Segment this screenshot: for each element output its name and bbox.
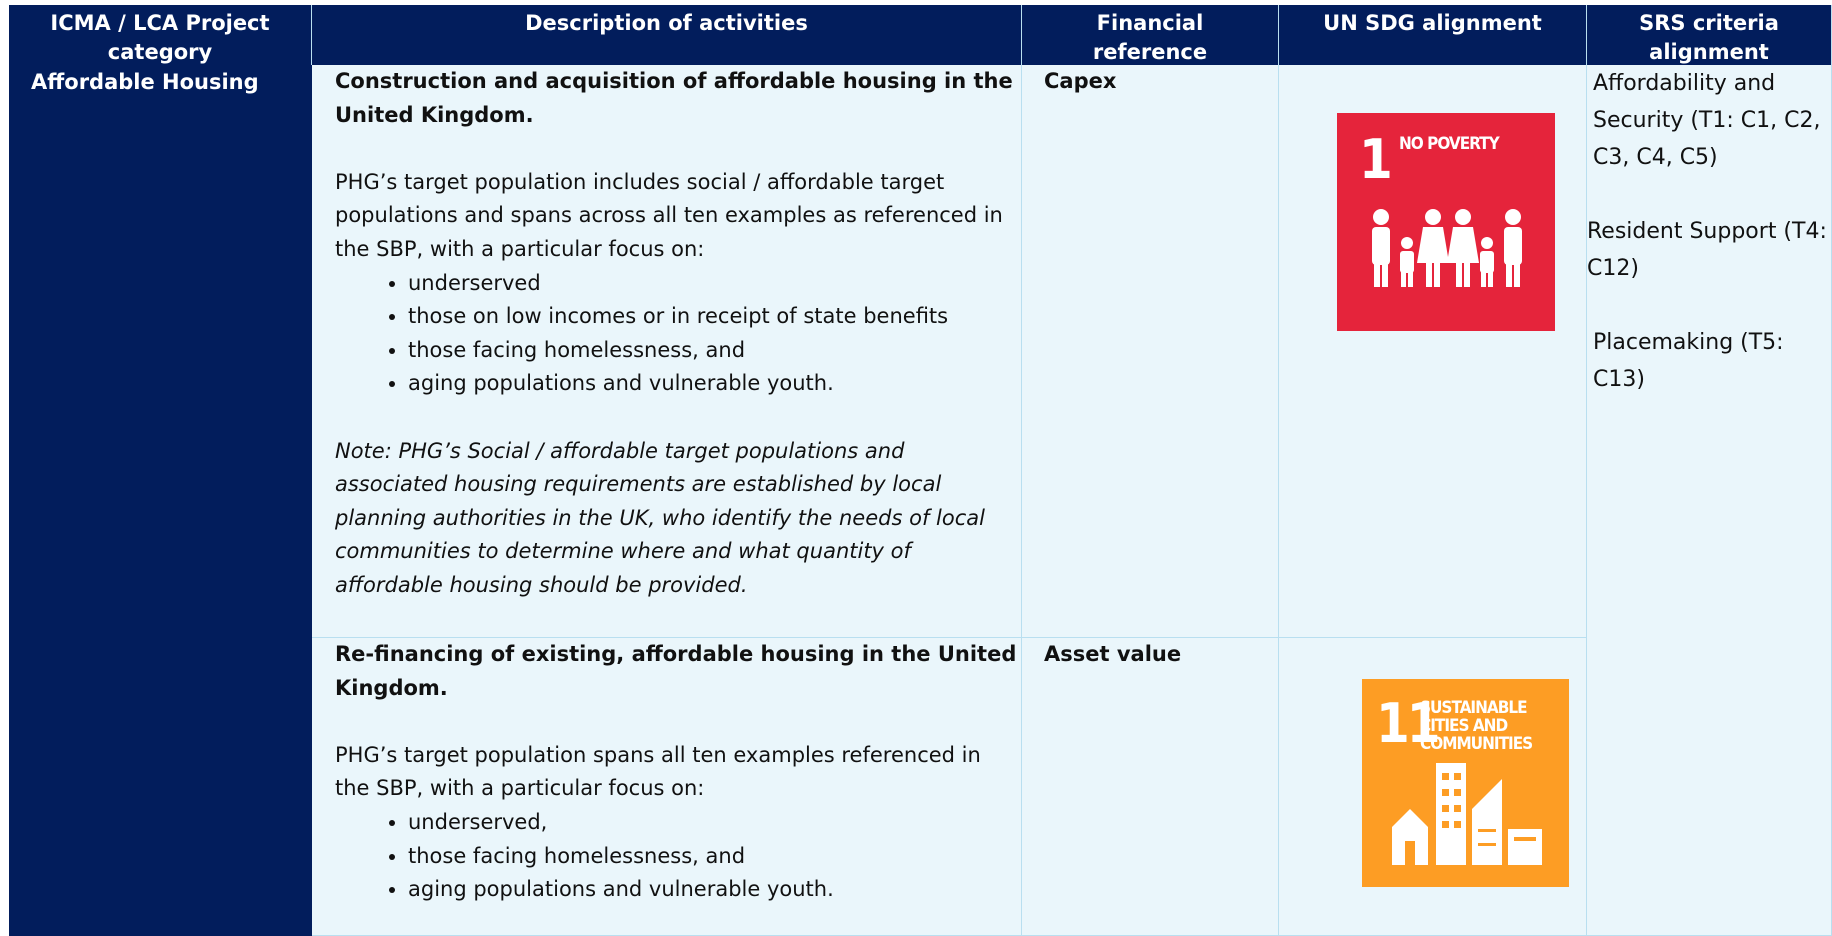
header-cell: SRS criteria alignment xyxy=(1587,5,1832,65)
srs-cell: Affordability and Security (T1: C1, C2, … xyxy=(1587,65,1832,936)
financial-cell: Asset value xyxy=(1022,638,1279,936)
sdg-cell: 11 SUSTAINABLE CITIES AND COMMUNITIES xyxy=(1279,638,1587,936)
sdg-number: 1 xyxy=(1359,128,1393,191)
bullet: underserved xyxy=(408,267,1021,301)
activity-title: Construction and acquisition of affordab… xyxy=(335,69,1013,127)
header-cell: Financial reference xyxy=(1022,5,1279,65)
description-cell: Construction and acquisition of affordab… xyxy=(312,65,1022,638)
srs-criterion: Placemaking (T5: C13) xyxy=(1593,330,1784,392)
description-cell: Re-financing of existing, affordable hou… xyxy=(312,638,1022,936)
sdg-name: NO POVERTY xyxy=(1399,134,1500,154)
sdg-cell: 1 NO POVERTY xyxy=(1279,65,1587,638)
activity-intro: PHG’s target population includes social … xyxy=(335,169,1003,261)
sdg-number: 11 xyxy=(1376,692,1441,755)
activity-title: Re-financing of existing, affordable hou… xyxy=(335,642,1017,700)
bullet: those on low incomes or in receipt of st… xyxy=(408,300,1021,334)
financial-cell: Capex xyxy=(1022,65,1279,638)
sdg-name: SUSTAINABLE CITIES AND COMMUNITIES xyxy=(1420,698,1533,754)
header-cell: ICMA / LCA Project category xyxy=(9,5,312,65)
bullet: aging populations and vulnerable youth. xyxy=(408,367,1021,401)
activity-intro: PHG’s target population spans all ten ex… xyxy=(335,742,981,801)
activity-note: Note: PHG’s Social / affordable target p… xyxy=(335,438,985,597)
bullet: underserved, xyxy=(408,806,1021,840)
sdg-pictogram xyxy=(1372,209,1522,287)
bullet: aging populations and vulnerable youth. xyxy=(408,873,1021,907)
bullet: those facing homelessness, and xyxy=(408,840,1021,874)
sdg-icon: 1 NO POVERTY xyxy=(1337,113,1555,331)
bullet-list: underserved those on low incomes or in r… xyxy=(335,267,1021,401)
srs-criterion: Resident Support (T4: C12) xyxy=(1587,219,1827,281)
bullet-list: underserved, those facing homelessness, … xyxy=(335,806,1021,907)
category-cell: Affordable Housing xyxy=(9,65,312,936)
header-cell: Description of activities xyxy=(312,5,1022,65)
header-cell: UN SDG alignment xyxy=(1279,5,1587,65)
bullet: those facing homelessness, and xyxy=(408,334,1021,368)
srs-criterion: Affordability and Security (T1: C1, C2, … xyxy=(1593,71,1821,170)
sdg-icon: 11 SUSTAINABLE CITIES AND COMMUNITIES xyxy=(1362,679,1569,887)
sdg-pictogram xyxy=(1392,763,1542,865)
